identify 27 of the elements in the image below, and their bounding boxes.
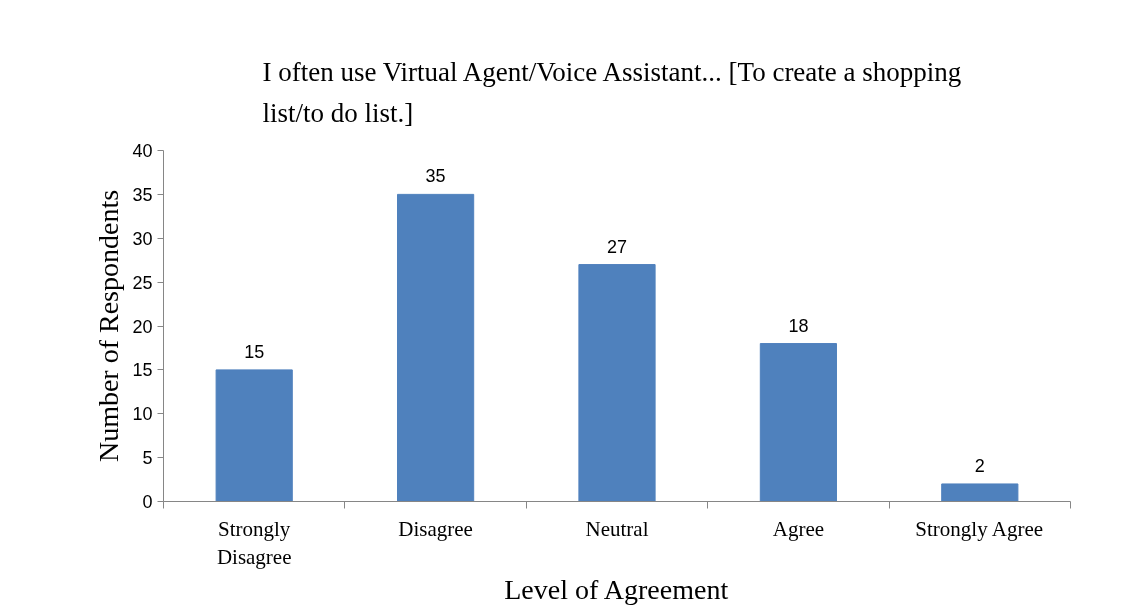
x-axis-title: Level of Agreement: [504, 574, 729, 606]
x-tick-label: Strongly Disagree: [216, 516, 292, 570]
data-label: 35: [425, 166, 446, 187]
data-label: 15: [244, 341, 265, 362]
y-tick-label: 10: [132, 404, 153, 425]
y-tick-label: 30: [132, 228, 153, 249]
y-tick-label: 40: [132, 141, 153, 161]
x-tick-label: Agree: [772, 516, 825, 541]
y-axis-title: Number of Respondents: [93, 189, 125, 463]
y-tick-label: 0: [142, 492, 153, 512]
chart-title: I often use Virtual Agent/Voice Assistant... [To create a shopping list/to do list.]: [262, 57, 962, 128]
y-tick-label: 35: [132, 184, 153, 205]
data-label: 27: [606, 236, 628, 257]
x-tick-label: Disagree: [398, 516, 473, 541]
x-tick-label: Neutral: [585, 516, 649, 541]
x-tick-label: Strongly Agree: [915, 516, 1044, 541]
y-tick-label: 25: [132, 272, 153, 293]
bar: [397, 193, 475, 502]
data-label: 18: [788, 315, 809, 336]
bar: [759, 343, 837, 502]
y-tick-label: 5: [142, 448, 153, 469]
data-label: 2: [974, 455, 985, 476]
y-tick-label: 20: [132, 316, 153, 337]
bar: [215, 369, 293, 502]
bar: [578, 264, 656, 502]
bar: [941, 483, 1019, 502]
y-tick-label: 15: [132, 360, 153, 381]
